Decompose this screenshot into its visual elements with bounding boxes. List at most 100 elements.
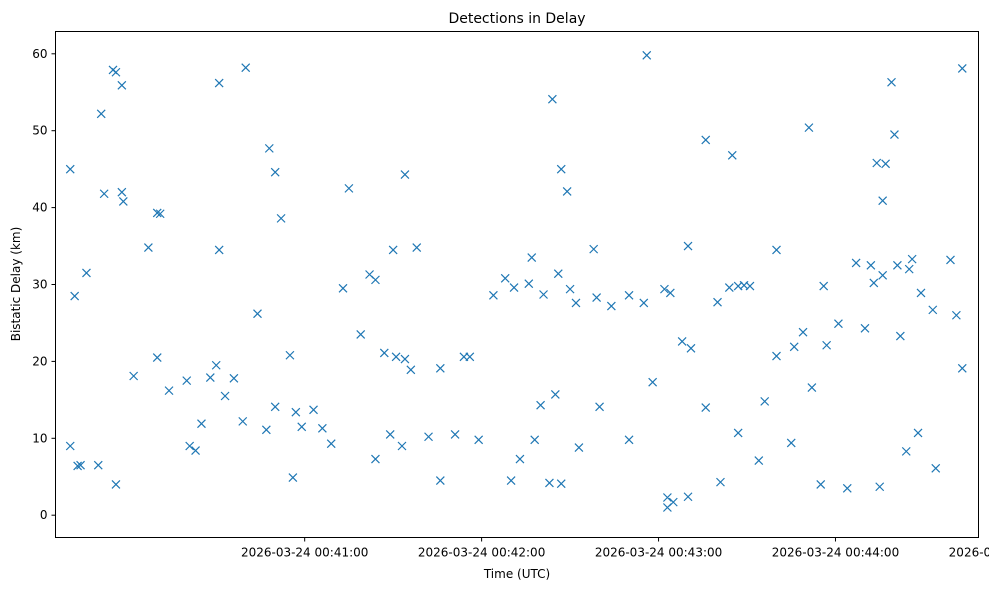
data-point <box>530 435 540 445</box>
data-point <box>143 243 153 253</box>
data-point <box>869 278 879 288</box>
data-point <box>860 323 870 333</box>
data-point <box>660 284 669 294</box>
data-point <box>606 301 616 311</box>
y-tick-label: 0 <box>40 508 48 522</box>
data-point <box>662 493 672 502</box>
data-point <box>804 123 814 133</box>
data-point <box>424 432 433 442</box>
data-point <box>129 371 139 381</box>
data-point <box>589 244 599 254</box>
data-point <box>547 94 557 104</box>
chart-title: Detections in Delay <box>448 11 585 27</box>
data-point <box>164 386 174 396</box>
y-tick-label: 60 <box>32 47 47 61</box>
data-point <box>890 130 899 139</box>
data-point <box>474 435 484 445</box>
data-point <box>683 241 693 251</box>
data-point <box>951 310 961 320</box>
x-tick-label: 2026-03-24 00:42:00 <box>418 546 545 560</box>
data-point <box>574 443 584 452</box>
data-point <box>182 376 192 386</box>
data-point <box>205 373 215 382</box>
data-point <box>565 284 575 294</box>
data-point <box>356 330 366 339</box>
data-point <box>895 331 905 341</box>
data-point <box>760 396 770 406</box>
data-point <box>238 416 248 426</box>
data-point <box>816 480 826 489</box>
data-point <box>701 403 711 412</box>
data-point <box>291 407 301 417</box>
x-tick-label: 2026-03-24 00:44:00 <box>772 546 899 560</box>
data-point <box>435 476 445 486</box>
data-point <box>916 288 926 298</box>
x-tick-label: 2026-03-24 00:43:00 <box>595 546 722 560</box>
data-point <box>819 281 829 291</box>
data-point <box>807 383 817 392</box>
data-point <box>545 478 554 488</box>
data-point <box>701 135 711 145</box>
data-point <box>309 405 318 415</box>
data-point <box>400 354 410 364</box>
data-point <box>76 460 85 470</box>
data-point <box>506 476 516 486</box>
data-point <box>562 187 572 196</box>
data-point <box>253 309 262 319</box>
data-point <box>686 343 696 353</box>
axis-ticks: 2026-03-24 00:41:00 2026-03-24 00:42:00 20… <box>32 47 989 560</box>
data-point <box>683 492 693 502</box>
data-point <box>388 245 398 255</box>
data-point <box>317 423 327 433</box>
data-point <box>772 245 781 255</box>
data-point <box>412 243 422 253</box>
y-tick-label: 30 <box>32 278 47 292</box>
data-point <box>276 213 286 223</box>
data-point <box>592 293 602 302</box>
data-point <box>539 290 548 299</box>
data-point <box>754 456 764 466</box>
data-point <box>191 446 200 456</box>
data-point <box>197 419 206 429</box>
data-point <box>264 143 274 153</box>
data-point <box>73 461 83 471</box>
data-point <box>371 454 380 464</box>
data-point <box>515 454 525 464</box>
data-points <box>65 50 967 512</box>
data-point <box>668 497 678 507</box>
data-point <box>677 336 687 346</box>
data-point <box>553 269 563 279</box>
data-point <box>152 353 162 362</box>
data-point <box>229 373 239 383</box>
data-point <box>297 422 307 432</box>
data-point <box>727 150 737 160</box>
y-tick-label: 10 <box>32 431 47 445</box>
data-point <box>834 319 843 329</box>
data-point <box>241 63 251 73</box>
data-point <box>713 297 722 307</box>
data-point <box>892 260 902 270</box>
data-point <box>65 441 75 451</box>
data-point <box>435 363 445 373</box>
data-point <box>875 482 885 492</box>
data-point <box>648 377 658 387</box>
data-point <box>99 189 109 199</box>
data-point <box>595 402 604 412</box>
data-point <box>155 209 165 219</box>
data-point <box>117 187 127 197</box>
data-point <box>946 255 955 265</box>
data-point <box>550 390 560 399</box>
data-point <box>822 340 832 350</box>
data-point <box>842 483 852 493</box>
data-point <box>111 480 121 489</box>
data-point <box>117 80 127 90</box>
data-point <box>866 260 876 270</box>
data-point <box>907 254 917 264</box>
data-point <box>509 283 519 293</box>
data-point <box>851 258 861 268</box>
y-tick-label: 20 <box>32 354 47 368</box>
data-point <box>261 425 271 435</box>
x-tick-label: 2026-03-24 00:41:00 <box>241 546 368 560</box>
